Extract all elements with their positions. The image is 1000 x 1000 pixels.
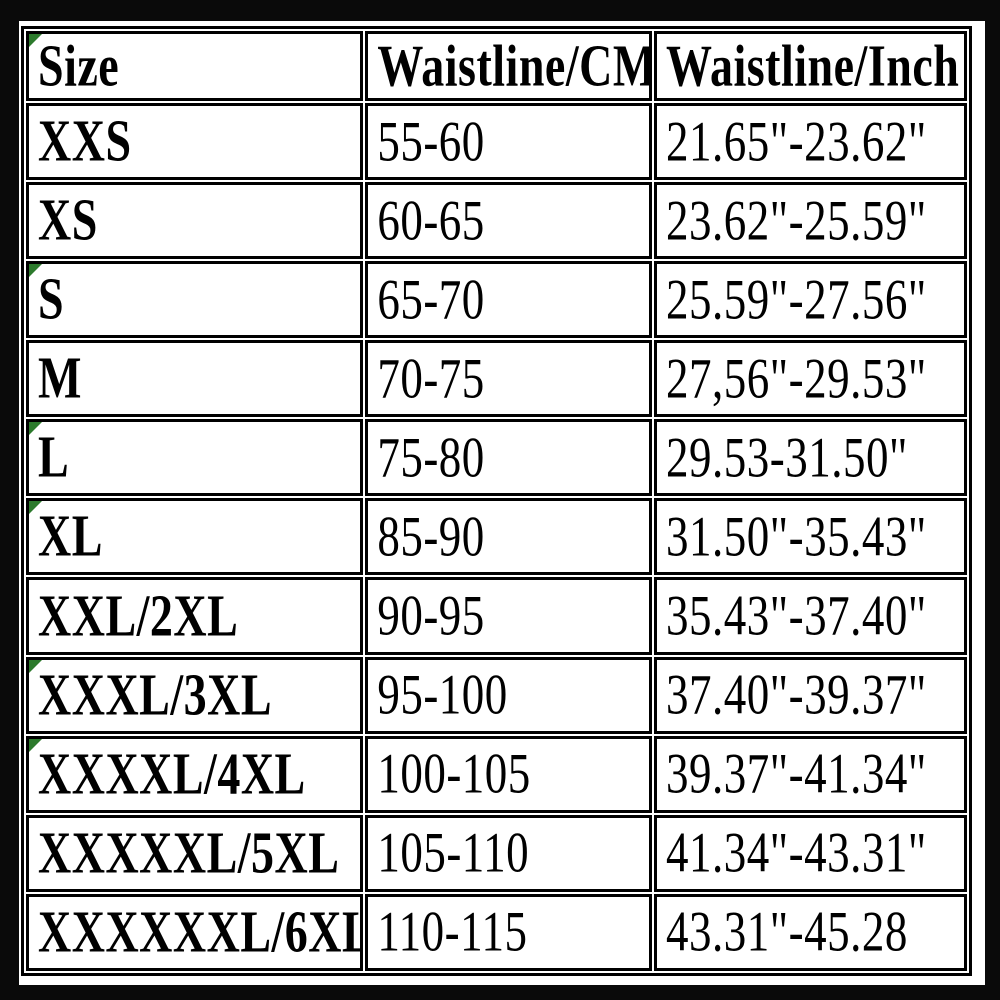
inch-value: 23.62"-25.59" [666,187,927,252]
cm-cell: 95-100 [365,656,653,734]
header-cell-waistline-inch: Waistline/Inch [654,31,967,101]
inch-value: 27,56"-29.53" [666,346,927,411]
cm-value: 110-115 [377,899,528,964]
size-cell: S [26,261,364,339]
column-header-label: Waistline/Inch [666,32,960,98]
table-panel: Size Waistline/CM Waistline/Inch XXS 55-… [19,21,985,985]
table-row: L 75-80 29.53-31.50" [26,419,967,497]
size-cell: M [26,340,364,418]
inch-value: 25.59"-27.56" [666,266,927,331]
size-cell: XL [26,498,364,576]
cell-corner-flag-icon [29,34,43,48]
header-cell-waistline-cm: Waistline/CM [365,31,653,101]
inch-cell: 29.53-31.50" [654,419,967,497]
cm-value: 75-80 [377,425,485,490]
header-cell-size: Size [26,31,364,101]
header-row: Size Waistline/CM Waistline/Inch [26,31,967,101]
cm-value: 70-75 [377,346,485,411]
inch-cell: 31.50"-35.43" [654,498,967,576]
table-row: M 70-75 27,56"-29.53" [26,340,967,418]
inch-value: 41.34"-43.31" [666,820,927,885]
inch-value: 37.40"-39.37" [666,662,927,727]
cm-value: 90-95 [377,583,485,648]
column-header-label: Waistline/CM [377,32,653,98]
table-row: XXXXXXL/6XL 110-115 43.31"-45.28 [26,893,967,971]
inch-cell: 25.59"-27.56" [654,261,967,339]
size-label: M [38,345,82,411]
size-label: XXS [38,108,132,174]
cell-corner-flag-icon [29,738,43,753]
table-row: S 65-70 25.59"-27.56" [26,261,967,339]
cm-cell: 75-80 [365,419,653,497]
table-row: XXS 55-60 21.65"-23.62" [26,103,967,181]
cm-value: 85-90 [377,504,485,569]
table-row: XXXXXL/5XL 105-110 41.34"-43.31" [26,814,967,892]
cm-cell: 85-90 [365,498,653,576]
cm-cell: 70-75 [365,340,653,418]
size-label: S [38,266,65,332]
inch-cell: 43.31"-45.28 [654,893,967,971]
size-cell: XXXL/3XL [26,656,364,734]
inch-value: 39.37"-41.34" [666,741,927,806]
cm-value: 65-70 [377,266,485,331]
inch-cell: 23.62"-25.59" [654,182,967,260]
table-row: XXL/2XL 90-95 35.43"-37.40" [26,577,967,655]
inch-value: 21.65"-23.62" [666,108,927,173]
size-label: XXXXL/4XL [38,740,306,807]
size-cell: XXXXXL/5XL [26,814,364,892]
cm-cell: 65-70 [365,261,653,339]
inch-cell: 27,56"-29.53" [654,340,967,418]
size-label: XXXL/3XL [38,661,273,727]
size-label: L [38,424,70,490]
size-label: XXL/2XL [38,582,239,648]
cell-corner-flag-icon [29,501,43,516]
cm-cell: 110-115 [365,893,653,971]
size-cell: XXL/2XL [26,577,364,655]
cell-corner-flag-icon [29,422,43,437]
inch-value: 43.31"-45.28 [666,899,908,964]
inch-value: 29.53-31.50" [666,425,908,490]
size-cell: XXXXL/4XL [26,735,364,813]
cm-value: 95-100 [377,662,508,727]
inch-cell: 21.65"-23.62" [654,103,967,181]
cell-corner-flag-icon [29,659,43,674]
size-cell: L [26,419,364,497]
inch-cell: 41.34"-43.31" [654,814,967,892]
cm-value: 55-60 [377,108,485,173]
inch-cell: 35.43"-37.40" [654,577,967,655]
column-header-label: Size [38,32,120,98]
size-cell: XS [26,182,364,260]
size-chart-table: Size Waistline/CM Waistline/Inch XXS 55-… [21,26,972,976]
cm-value: 105-110 [377,820,530,885]
table-row: XL 85-90 31.50"-35.43" [26,498,967,576]
inch-cell: 37.40"-39.37" [654,656,967,734]
inch-value: 35.43"-37.40" [666,583,927,648]
cm-cell: 105-110 [365,814,653,892]
cm-value: 100-105 [377,741,531,806]
cell-corner-flag-icon [29,264,43,279]
cm-cell: 100-105 [365,735,653,813]
cm-cell: 90-95 [365,577,653,655]
size-label: XL [38,503,103,569]
size-label: XXXXXXL/6XL [38,899,364,965]
cm-cell: 55-60 [365,103,653,181]
table-row: XS 60-65 23.62"-25.59" [26,182,967,260]
cm-value: 60-65 [377,187,485,252]
table-row: XXXL/3XL 95-100 37.40"-39.37" [26,656,967,734]
size-label: XXXXXL/5XL [38,819,340,886]
table-row: XXXXL/4XL 100-105 39.37"-41.34" [26,735,967,813]
size-label: XS [38,187,98,253]
inch-cell: 39.37"-41.34" [654,735,967,813]
inch-value: 31.50"-35.43" [666,504,927,569]
size-cell: XXS [26,103,364,181]
cm-cell: 60-65 [365,182,653,260]
size-cell: XXXXXXL/6XL [26,893,364,971]
